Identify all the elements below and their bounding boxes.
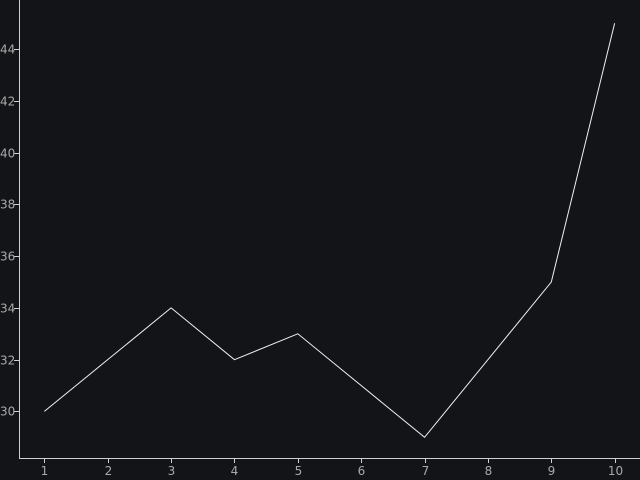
- y-tick-label-36: 36: [0, 250, 15, 264]
- y-tick-label-34: 34: [0, 302, 15, 316]
- x-tick-label-10: 10: [608, 464, 623, 478]
- x-tick-label-5: 5: [295, 464, 303, 478]
- series-line-0: [44, 23, 616, 439]
- series-layer: [44, 23, 616, 439]
- y-tick-label-40: 40: [0, 147, 15, 161]
- axes: [19, 0, 640, 459]
- x-tick-label-1: 1: [41, 464, 49, 478]
- y-tick-label-42: 42: [0, 95, 15, 109]
- y-tick-label-32: 32: [0, 354, 15, 368]
- y-tick-label-38: 38: [0, 198, 15, 212]
- x-tick-label-4: 4: [231, 464, 239, 478]
- x-tick-label-7: 7: [422, 464, 430, 478]
- x-tick-label-8: 8: [485, 464, 493, 478]
- x-tick-label-9: 9: [548, 464, 556, 478]
- y-tick-label-30: 30: [0, 405, 15, 419]
- x-tick-label-3: 3: [168, 464, 176, 478]
- x-tick-label-6: 6: [358, 464, 366, 478]
- x-tick-label-2: 2: [105, 464, 113, 478]
- y-tick-label-44: 44: [0, 43, 15, 57]
